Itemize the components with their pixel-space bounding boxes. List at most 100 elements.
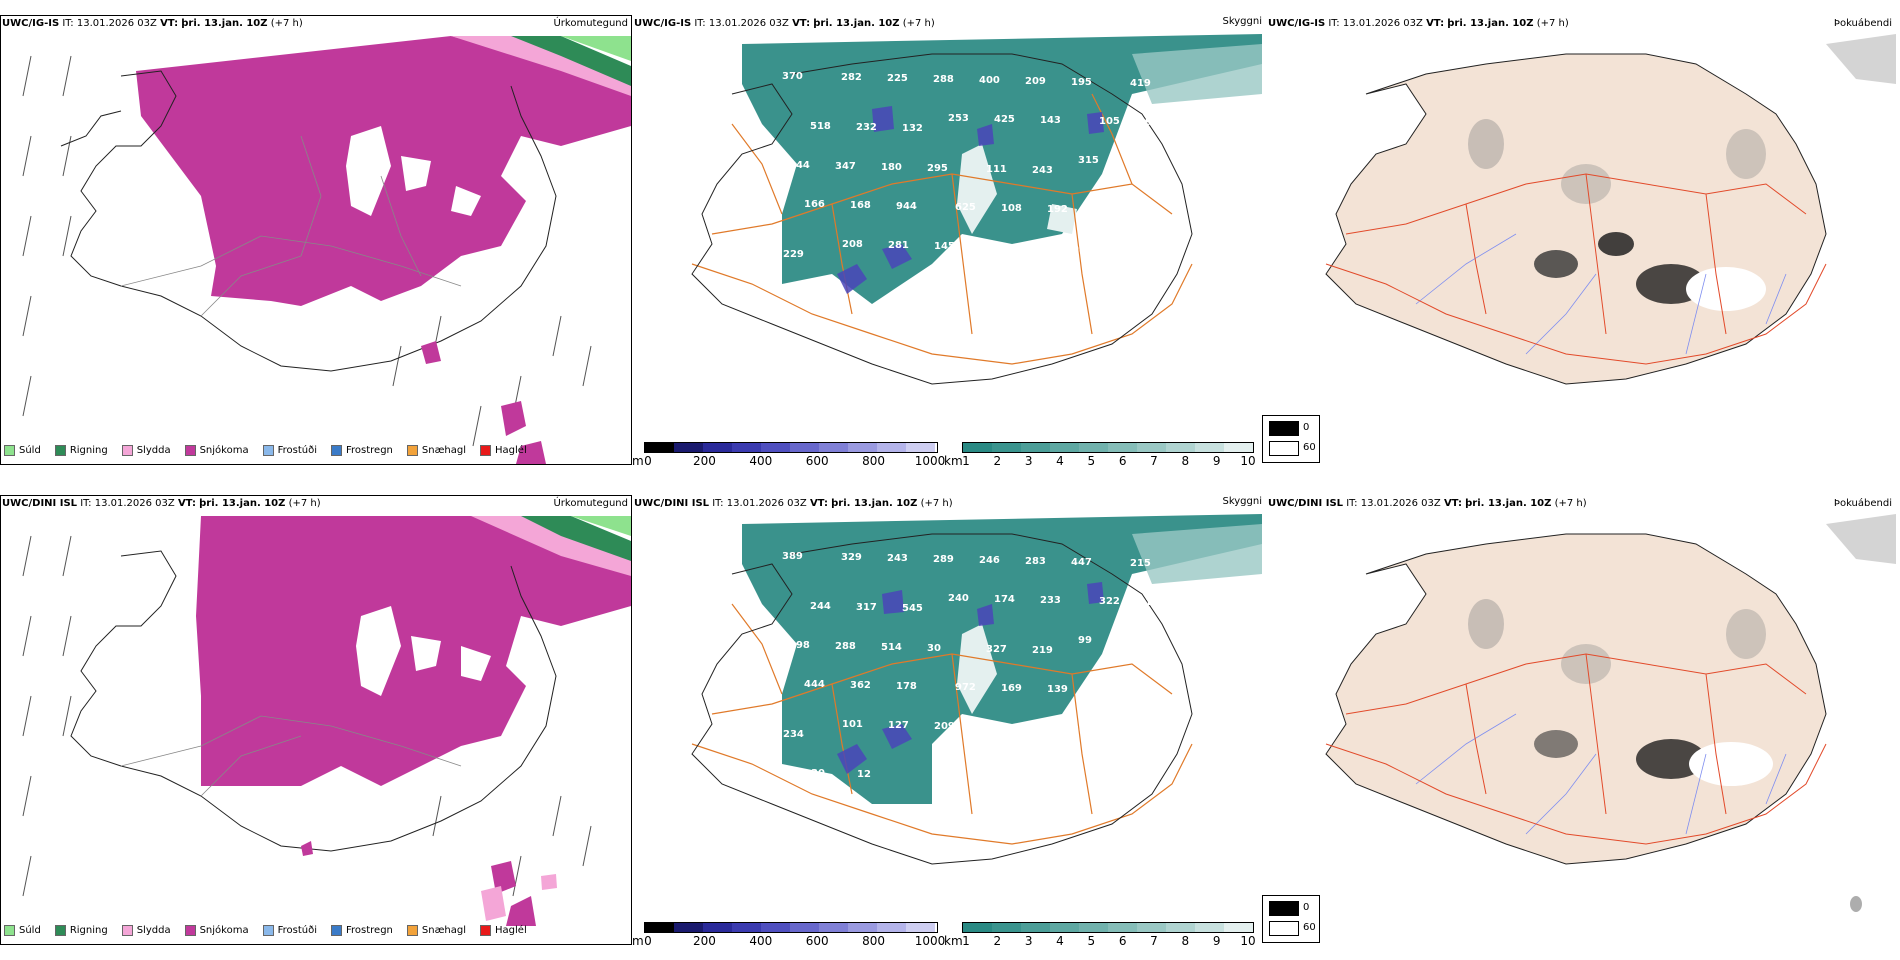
model-name: UWC/DINI ISL bbox=[2, 498, 78, 509]
roads-orange bbox=[691, 93, 1193, 365]
scale-block bbox=[1050, 443, 1079, 452]
cloud-base-value: 288 bbox=[933, 74, 954, 85]
scale-block bbox=[1224, 443, 1253, 452]
scale-tick-label: 800 bbox=[862, 934, 886, 948]
visibility-map[interactable]: 389 329 243 289 246 283 447 215 244 317 545 240 174 2… bbox=[632, 514, 1262, 914]
legend-item: Haglél bbox=[480, 444, 527, 456]
scale-block bbox=[674, 923, 703, 932]
coast bbox=[691, 533, 1193, 865]
wind-barbs bbox=[22, 55, 592, 447]
cloud-base-value: 327 bbox=[986, 644, 1007, 655]
scale-block bbox=[992, 923, 1021, 932]
cloud-base-value: 173 bbox=[1145, 597, 1166, 608]
fog-indicator-panel-top: UWC/IG-IS IT: 13.01.2026 03Z VT: þri. 13… bbox=[1262, 10, 1900, 465]
cloud-base-value: 283 bbox=[1025, 556, 1046, 567]
drizzle-area bbox=[561, 36, 631, 61]
scale-tick-label: 8 bbox=[1181, 934, 1190, 948]
cloud-base-value: 198 bbox=[789, 640, 810, 651]
legend-item: Snjókoma bbox=[184, 924, 249, 936]
south-sleet bbox=[481, 874, 557, 921]
drizzle-area bbox=[571, 516, 631, 536]
cloud-base-value: 514 bbox=[881, 642, 902, 653]
fog-low-label: 60 bbox=[1303, 442, 1316, 453]
cloud-base-value: 244 bbox=[810, 601, 831, 612]
height-scale: m 0 200 400 600 800 1000 bbox=[632, 920, 945, 960]
land bbox=[1325, 53, 1827, 385]
precip-map[interactable] bbox=[0, 15, 632, 465]
scale-block bbox=[1079, 923, 1108, 932]
legend-item: Slydda bbox=[121, 924, 171, 936]
fog-map[interactable] bbox=[1266, 34, 1896, 434]
cloud-base-value: 127 bbox=[888, 720, 909, 731]
cloud-base-value: 168 bbox=[850, 200, 871, 211]
rain-area bbox=[521, 516, 631, 561]
scale-tick-label: 400 bbox=[749, 454, 773, 468]
sleet-area bbox=[471, 516, 631, 576]
scale-block bbox=[732, 443, 761, 452]
scale-block bbox=[645, 443, 674, 452]
rain-area bbox=[511, 36, 631, 86]
swatch-hail bbox=[480, 444, 492, 456]
fog-low-swatch bbox=[1269, 441, 1299, 456]
swatch-snow-pellets bbox=[406, 444, 418, 456]
swatch-sleet bbox=[121, 444, 133, 456]
it-label: IT: bbox=[1346, 498, 1358, 509]
model-name: UWC/DINI ISL bbox=[634, 498, 710, 509]
cloud-base-value: 209 bbox=[1025, 76, 1046, 87]
model-name: UWC/IG-IS bbox=[1268, 18, 1326, 29]
scale-tick-label: 6 bbox=[1118, 454, 1127, 468]
scale-block bbox=[1137, 443, 1166, 452]
param-name: Skyggni bbox=[1222, 16, 1262, 27]
fog-legend: 0 60 bbox=[1262, 415, 1320, 463]
cloud-base-value: 144 bbox=[789, 160, 810, 171]
swatch-drizzle bbox=[4, 924, 15, 936]
swatch-sleet bbox=[121, 924, 133, 936]
cloud-base-value: 944 bbox=[896, 201, 917, 212]
swatch-freezing-rain bbox=[331, 444, 342, 456]
vt-value: þri. 13.jan. 10Z bbox=[181, 18, 268, 29]
swatch-hail bbox=[480, 924, 492, 936]
cloud-base-value: 370 bbox=[782, 71, 803, 82]
legend-item: Rigning bbox=[54, 924, 108, 936]
vt-label: VT: bbox=[809, 498, 828, 509]
cloud-base-value: 625 bbox=[955, 202, 976, 213]
precip-map[interactable] bbox=[0, 495, 632, 945]
scale-block bbox=[1137, 923, 1166, 932]
cloud-base-value: 545 bbox=[902, 603, 923, 614]
snow-hole bbox=[356, 606, 491, 696]
legend-item: Haglél bbox=[480, 924, 527, 936]
vt-label: VT: bbox=[792, 18, 811, 29]
precip-type-panel-top: UWC/IG-IS IT: 13.01.2026 03Z VT: þri. 13… bbox=[0, 10, 632, 465]
roads-red bbox=[1325, 653, 1827, 845]
scale-tick-label: 200 bbox=[692, 454, 716, 468]
scale-block bbox=[1224, 923, 1253, 932]
cloud-base-value: 180 bbox=[881, 162, 902, 173]
cloud-base-value: 203 bbox=[1072, 724, 1093, 735]
fog-map[interactable] bbox=[1266, 514, 1896, 914]
rivers bbox=[1415, 713, 1787, 835]
it-value: 13.01.2026 03Z bbox=[726, 498, 807, 509]
legend-item: Slydda bbox=[121, 444, 171, 456]
cloud-base-value: 30 bbox=[927, 643, 941, 654]
scale-block bbox=[1021, 923, 1050, 932]
roads-orange bbox=[691, 603, 1193, 845]
scale-tick-label: 800 bbox=[862, 454, 886, 468]
scale-block bbox=[1108, 923, 1137, 932]
cloud-base-value: 282 bbox=[841, 72, 862, 83]
fog-high-label: 0 bbox=[1303, 422, 1310, 433]
swatch-freezing-rain bbox=[331, 924, 342, 936]
legend-item: Súld bbox=[4, 444, 41, 456]
cloud-base-value: 322 bbox=[1099, 596, 1120, 607]
clear-gap bbox=[957, 144, 1077, 234]
panel-header: UWC/IG-IS IT: 13.01.2026 03Z VT: þri. 13… bbox=[1268, 17, 1896, 35]
cloud-base-value: 419 bbox=[1130, 78, 1151, 89]
cloud-base-value: 347 bbox=[835, 161, 856, 172]
cloud-base-value: 139 bbox=[1047, 684, 1068, 695]
scale-block bbox=[963, 443, 992, 452]
scale-block bbox=[1195, 443, 1224, 452]
visibility-map[interactable]: 370 282 225 288 400 209 195 419 518 232 132 253 425 1… bbox=[632, 34, 1262, 434]
cloud-base-value: 124 bbox=[1118, 725, 1139, 736]
cloud-base-value: 317 bbox=[856, 602, 877, 613]
cloud-base-value: 205 bbox=[1124, 636, 1145, 647]
lead-time: (+7 h) bbox=[270, 18, 303, 29]
